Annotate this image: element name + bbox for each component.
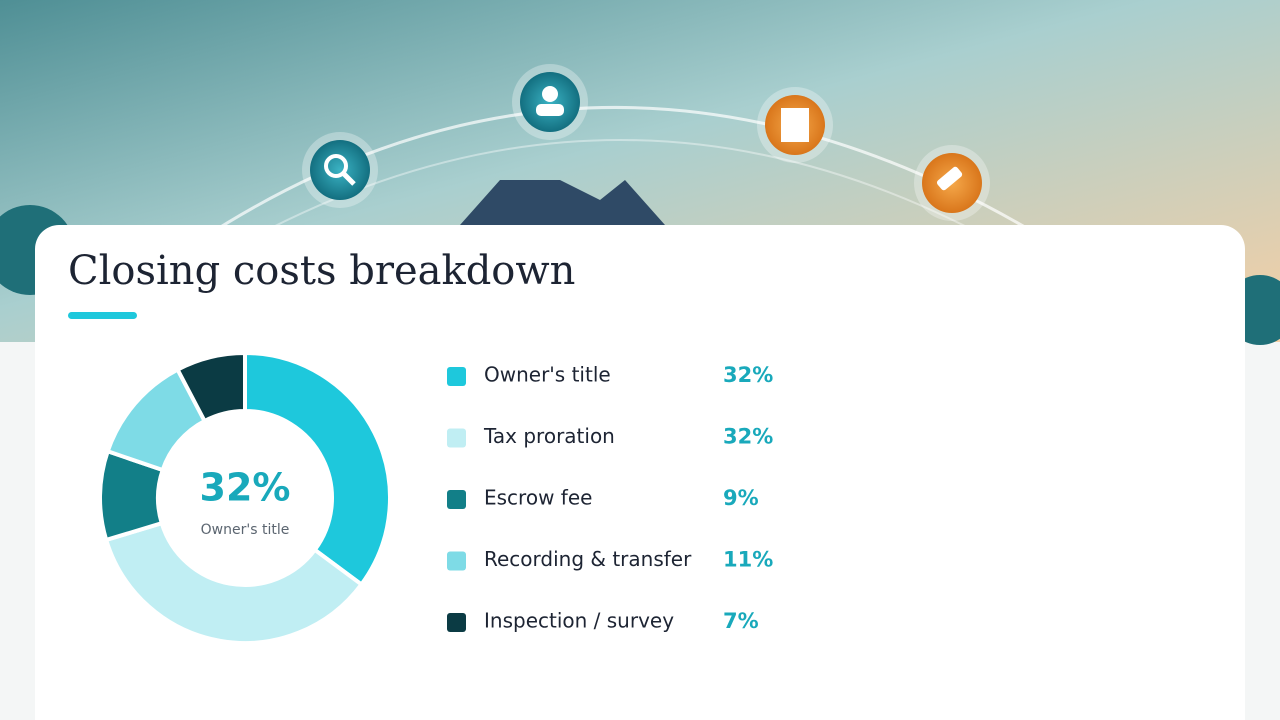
legend-swatch bbox=[447, 490, 466, 509]
legend-swatch bbox=[447, 428, 466, 448]
legend-label: Escrow fee bbox=[484, 486, 592, 510]
donut bbox=[98, 350, 392, 645]
legend-label: Recording & transfer bbox=[484, 547, 692, 571]
title-accent bbox=[68, 312, 137, 319]
legend-value: 9% bbox=[723, 486, 759, 510]
legend-value: 7% bbox=[723, 609, 759, 633]
legend-swatch bbox=[447, 367, 466, 386]
center-label: Owner's title bbox=[201, 522, 290, 538]
legend-value: 11% bbox=[723, 548, 773, 572]
legend: Owner's title 32% Tax proration 32% Escrow f… bbox=[447, 363, 773, 633]
chart-title: Closing costs breakdown bbox=[68, 248, 575, 294]
donut-slice bbox=[243, 350, 392, 588]
legend-value: 32% bbox=[723, 425, 773, 449]
legend-label: Owner's title bbox=[484, 363, 611, 387]
legend-label: Inspection / survey bbox=[484, 609, 674, 633]
donut-slice bbox=[174, 350, 247, 424]
donut-slice bbox=[103, 520, 365, 645]
legend-swatch bbox=[447, 551, 466, 571]
center-value: 32% bbox=[200, 466, 291, 510]
legend-label: Tax proration bbox=[483, 424, 615, 448]
legend-value: 32% bbox=[723, 363, 773, 387]
legend-swatch bbox=[447, 613, 466, 632]
